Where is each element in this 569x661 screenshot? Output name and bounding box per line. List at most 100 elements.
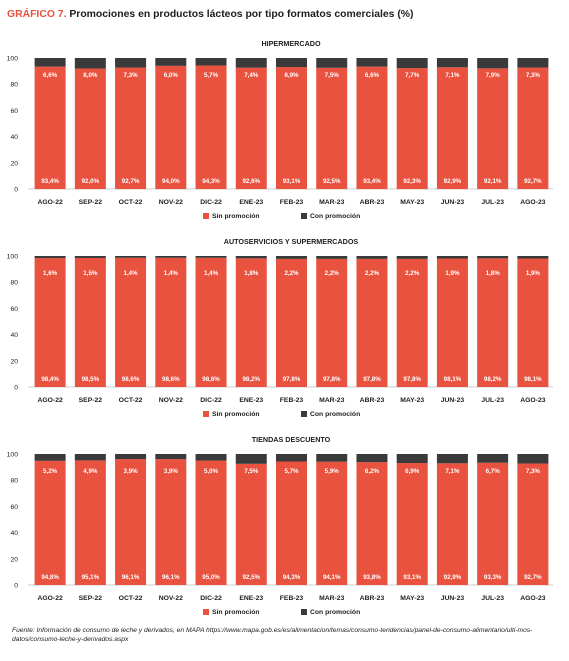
data-label-sin-promocion: 92,7% — [524, 178, 542, 185]
bar-sin-promoci-n — [115, 459, 147, 585]
bar-sin-promoci-n — [396, 68, 428, 189]
bar-sin-promoci-n — [34, 66, 66, 189]
data-label-con-promocion: 6,9% — [284, 72, 299, 79]
bar-sin-promoci-n — [155, 257, 187, 387]
bar-sin-promoci-n — [316, 67, 348, 189]
bar-con-promoci-n — [436, 58, 468, 68]
y-tick-label: 60 — [10, 108, 18, 115]
chart-title: TIENDAS DESCUENTO — [252, 435, 331, 444]
bar-sin-promoci-n — [316, 461, 348, 585]
bar-sin-promoci-n — [155, 459, 187, 585]
bar-sin-promoci-n — [34, 460, 66, 585]
bar-con-promoci-n — [155, 454, 187, 460]
x-tick-label: FEB-23 — [280, 199, 304, 206]
x-tick-label: NOV-22 — [159, 199, 183, 206]
data-label-con-promocion: 2,2% — [325, 270, 340, 277]
x-tick-label: SEP-22 — [79, 595, 103, 602]
x-tick-label: NOV-22 — [159, 595, 183, 602]
x-tick-label: ENE-23 — [239, 199, 263, 206]
data-label-sin-promocion: 95,1% — [82, 574, 100, 581]
bar-sin-promoci-n — [517, 258, 549, 387]
x-tick-label: JUL-23 — [481, 595, 504, 602]
x-tick-label: FEB-23 — [280, 397, 304, 404]
source-note: Fuente: Información de consumo de leche … — [12, 627, 533, 643]
legend-swatch-con-promoci-n — [301, 213, 307, 219]
chart-autoservicios-supermercados: AUTOSERVICIOS Y SUPERMERCADOS 0 20 40 60 80 10… — [7, 237, 553, 418]
data-label-con-promocion: 4,9% — [83, 468, 98, 475]
data-label-sin-promocion: 97,8% — [403, 376, 421, 383]
data-label-sin-promocion: 92,0% — [82, 178, 100, 185]
data-label-sin-promocion: 92,5% — [242, 574, 260, 581]
data-label-con-promocion: 7,1% — [445, 468, 460, 475]
chart-title: HIPERMERCADO — [261, 39, 321, 48]
legend-label-con-promoci-n: Con promoción — [310, 609, 360, 616]
data-label-con-promocion: 5,7% — [204, 72, 219, 79]
bar-con-promoci-n — [276, 58, 307, 68]
data-label-sin-promocion: 94,3% — [202, 178, 220, 185]
data-label-sin-promocion: 98,1% — [444, 376, 462, 383]
data-label-con-promocion: 3,9% — [124, 468, 139, 475]
data-label-con-promocion: 1,9% — [526, 270, 541, 277]
figure-title-text: Promociones en productos lácteos por tip… — [69, 9, 414, 20]
bar-sin-promoci-n — [356, 258, 388, 387]
data-label-sin-promocion: 93,1% — [283, 178, 301, 185]
data-label-con-promocion: 2,2% — [284, 270, 299, 277]
x-tick-label: ENE-23 — [239, 397, 263, 404]
x-tick-label: MAY-23 — [400, 397, 424, 404]
bar-con-promoci-n — [356, 58, 388, 67]
bar-con-promoci-n — [115, 256, 147, 258]
data-label-sin-promocion: 93,4% — [363, 178, 381, 185]
y-tick-label: 100 — [7, 254, 19, 261]
data-label-con-promocion: 7,4% — [244, 72, 259, 79]
y-tick-label: 40 — [10, 530, 18, 537]
data-label-sin-promocion: 92,9% — [444, 178, 462, 185]
bar-sin-promoci-n — [356, 462, 388, 585]
bar-sin-promoci-n — [195, 65, 227, 189]
bar-con-promoci-n — [34, 256, 66, 259]
data-label-sin-promocion: 98,6% — [162, 376, 180, 383]
data-label-con-promocion: 1,4% — [204, 270, 219, 277]
data-label-sin-promocion: 92,7% — [524, 574, 542, 581]
x-tick-label: AGO-22 — [37, 595, 63, 602]
bar-sin-promoci-n — [195, 257, 227, 387]
bar-sin-promoci-n — [235, 258, 267, 387]
data-label-con-promocion: 1,4% — [164, 270, 179, 277]
data-label-con-promocion: 5,7% — [284, 468, 299, 475]
data-label-con-promocion: 6,6% — [43, 72, 58, 79]
data-label-sin-promocion: 98,2% — [242, 376, 260, 383]
x-tick-label: SEP-22 — [79, 397, 103, 404]
data-label-sin-promocion: 92,5% — [323, 178, 341, 185]
bar-con-promoci-n — [396, 58, 428, 69]
data-label-con-promocion: 7,7% — [405, 72, 420, 79]
bar-con-promoci-n — [517, 58, 549, 68]
bar-con-promoci-n — [74, 58, 106, 69]
data-label-con-promocion: 1,9% — [445, 270, 460, 277]
bar-con-promoci-n — [115, 454, 147, 460]
chart-hipermercado: HIPERMERCADO 0 20 40 60 80 100 93,4% 6,6% AGO-22 9… — [7, 39, 553, 220]
data-label-con-promocion: 1,8% — [486, 270, 501, 277]
bar-con-promoci-n — [195, 256, 227, 258]
data-label-sin-promocion: 93,3% — [484, 574, 502, 581]
bar-sin-promoci-n — [276, 461, 307, 585]
legend-label-con-promoci-n: Con promoción — [310, 411, 360, 418]
x-tick-label: ENE-23 — [239, 595, 263, 602]
bar-con-promoci-n — [195, 454, 227, 461]
data-label-con-promocion: 2,2% — [405, 270, 420, 277]
y-tick-label: 20 — [10, 358, 18, 365]
legend-label-sin-promoci-n: Sin promoción — [212, 609, 260, 616]
bar-sin-promoci-n — [316, 258, 348, 387]
x-tick-label: JUN-23 — [441, 397, 465, 404]
data-label-sin-promocion: 96,1% — [122, 574, 140, 581]
data-label-con-promocion: 7,3% — [526, 72, 541, 79]
y-tick-label: 40 — [10, 134, 18, 141]
x-tick-label: OCT-22 — [119, 595, 143, 602]
legend-label-sin-promoci-n: Sin promoción — [212, 213, 260, 220]
figure-title: GRÁFICO 7. Promociones en productos láct… — [7, 6, 562, 24]
x-tick-label: AGO-22 — [37, 199, 63, 206]
bar-sin-promoci-n — [276, 67, 307, 189]
x-tick-label: JUL-23 — [481, 397, 504, 404]
data-label-sin-promocion: 93,8% — [363, 574, 381, 581]
bar-con-promoci-n — [436, 256, 468, 259]
data-label-sin-promocion: 97,8% — [283, 376, 301, 383]
data-label-con-promocion: 8,0% — [83, 72, 98, 79]
